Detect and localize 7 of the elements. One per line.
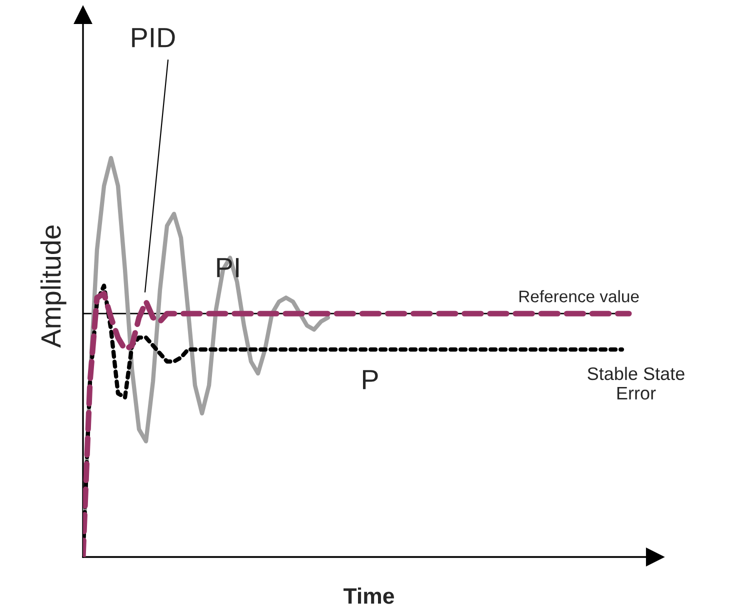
series-label: P xyxy=(363,370,378,390)
annotation: Stable State Error xyxy=(588,366,684,400)
text: PID xyxy=(132,28,175,48)
x-axis-title: Time xyxy=(344,588,394,604)
series-label: PI xyxy=(217,258,239,278)
ref-line-label: Reference value xyxy=(520,290,639,302)
y-axis-title: Amplitude xyxy=(40,225,66,348)
